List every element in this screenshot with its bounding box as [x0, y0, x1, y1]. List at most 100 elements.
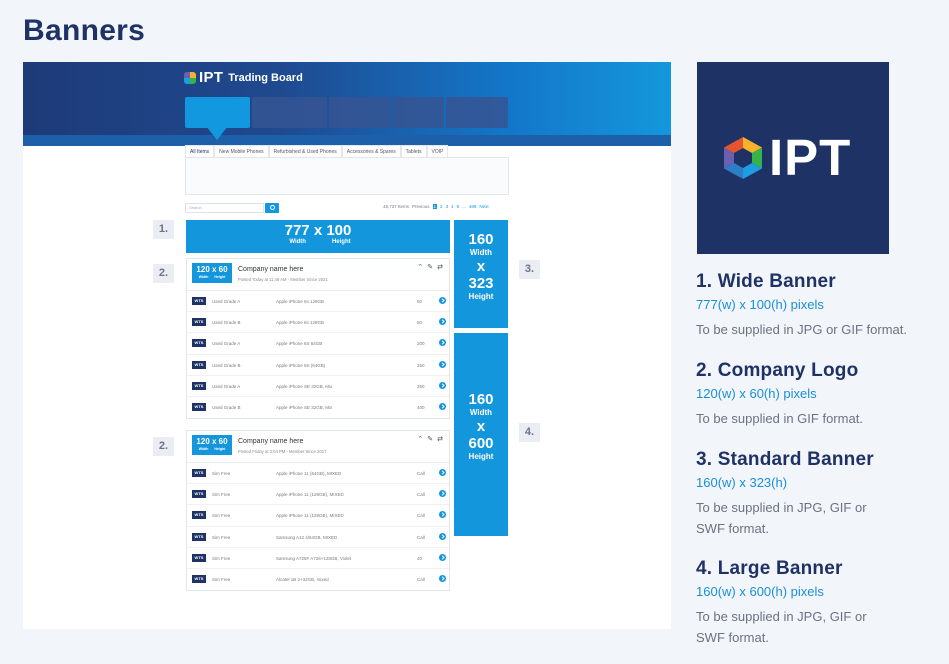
mock-board-title: Trading Board: [228, 71, 303, 84]
pagination: 48,737 Items Previous 1 2 3 4 5 ... 488 …: [383, 204, 489, 209]
condition: Used Grade B: [212, 404, 241, 410]
product: Apple iPhone SE 32GB, Mix: [276, 404, 333, 410]
quantity: 200: [417, 341, 425, 347]
callout-label-2: 2.: [153, 264, 174, 283]
product: Apple iPhone 6s 128GB: [276, 299, 325, 304]
company-meta: Posted Friday at 3:04 PM - Member Since …: [238, 449, 327, 454]
refresh-icon[interactable]: ⇄: [437, 436, 443, 443]
go-arrow-icon[interactable]: [439, 532, 446, 540]
spec-large-banner: 4. Large Banner 160(w) x 600(h) pixels T…: [696, 557, 896, 648]
go-arrow-icon[interactable]: [439, 469, 446, 476]
large-banner-height: 600: [468, 435, 494, 452]
subtab-voip[interactable]: VOIP: [426, 145, 449, 157]
listing-row[interactable]: WTS Sim Free Alcatel 1B 2+32GB, mixed Call: [187, 569, 449, 590]
mock-nav-tab[interactable]: [252, 97, 327, 128]
ipt-logo-card: IPT: [697, 62, 889, 254]
listing-row[interactable]: WTS Sim Free Apple iPhone 11 (64GB), MIXED…: [187, 463, 449, 485]
standard-banner-width: 160: [468, 231, 494, 248]
collapse-icon[interactable]: ⌃: [417, 264, 424, 271]
company-logo-height-label: Height: [214, 447, 226, 451]
condition: Sim Free: [212, 576, 231, 582]
listing-row[interactable]: WTS Used Grade B Apple iPhone 6S (64GB) 250: [187, 355, 449, 376]
subtab-panel: [185, 157, 509, 195]
subtab-accessories-spares[interactable]: Accessories & Spares: [341, 145, 401, 157]
subtab-refurbished-used[interactable]: Refurbished & Used Phones: [268, 145, 342, 157]
pager-last[interactable]: 488: [468, 204, 477, 209]
product: Apple iPhone SE 32GB, Mix: [276, 383, 333, 389]
wts-badge: WTS: [192, 553, 206, 562]
pager-page[interactable]: 2: [440, 204, 443, 209]
mock-nav-tab[interactable]: [393, 97, 444, 128]
company-meta: Posted Today at 11:46 AM - Member Since …: [238, 277, 328, 282]
quantity: Call: [417, 534, 425, 540]
pager-page[interactable]: 1: [432, 204, 438, 209]
company-logo-size: 120 x 60: [196, 265, 228, 274]
item-count: 48,737 Items: [383, 204, 410, 209]
pager-page[interactable]: 5: [456, 204, 460, 209]
quantity: Call: [417, 576, 425, 582]
mock-nav-tab-active[interactable]: [185, 97, 250, 128]
spec-note: To be supplied in JPG, GIF or SWF format…: [696, 500, 867, 536]
listing-row[interactable]: WTS Sim Free Samsung A12 4/64GB, MIXED Call: [187, 527, 449, 548]
company-name[interactable]: Company name here: [238, 266, 304, 273]
quantity: 400: [417, 404, 425, 410]
search-input[interactable]: Search: [185, 203, 264, 213]
go-arrow-icon[interactable]: [439, 402, 446, 410]
go-arrow-icon[interactable]: [439, 381, 446, 389]
condition: Sim Free: [212, 492, 231, 498]
listing-row[interactable]: WTS Used Grade B Apple iPhone SE 32GB, Mix…: [187, 397, 449, 418]
go-arrow-icon[interactable]: [439, 360, 446, 368]
listing-row[interactable]: WTS Used Grade A Apple iPhone 6S 64GB 200: [187, 333, 449, 355]
mock-nav-tab[interactable]: [329, 97, 391, 128]
company-name[interactable]: Company name here: [238, 438, 304, 445]
spec-note: To be supplied in GIF format.: [696, 411, 863, 426]
large-banner-width: 160: [468, 391, 494, 408]
quantity: 250: [417, 362, 425, 368]
go-arrow-icon[interactable]: [439, 490, 446, 498]
go-arrow-icon[interactable]: [439, 553, 446, 561]
listing-row[interactable]: WTS Used Grade A Apple iPhone 6s 128GB 50: [187, 291, 449, 313]
ipt-cube-icon: [724, 137, 762, 179]
listing-row[interactable]: WTS Used Grade B Apple iPhone 6s 128GB 50: [187, 312, 449, 334]
subtab-all-items[interactable]: All Items: [185, 145, 215, 157]
trading-board-mockup: IPT Trading Board All Items New Mobile P…: [23, 62, 671, 629]
company-logo-width-label: Width: [198, 447, 209, 451]
wts-badge: WTS: [192, 574, 206, 583]
pager-next[interactable]: Next: [479, 204, 489, 209]
wts-badge: WTS: [192, 381, 206, 390]
go-arrow-icon[interactable]: [439, 574, 446, 582]
edit-icon[interactable]: ✎: [427, 264, 434, 271]
subtab-new-mobile-phones[interactable]: New Mobile Phones: [214, 145, 269, 157]
collapse-icon[interactable]: ⌃: [417, 436, 424, 443]
subtab-tablets[interactable]: Tablets: [400, 145, 427, 157]
listing-row[interactable]: WTS Sim Free Apple iPhone 11 (128GB), MIXE…: [187, 484, 449, 506]
spec-note: To be supplied in JPG, GIF or SWF format…: [696, 609, 867, 645]
spec-note: To be supplied in JPG or GIF format.: [696, 322, 907, 337]
company-logo-height-label: Height: [214, 275, 226, 279]
wts-badge: WTS: [192, 532, 206, 541]
spec-dimensions: 120(w) x 60(h) pixels: [696, 386, 817, 401]
company-listing: 120 x 60 Width Height Company name here …: [186, 430, 450, 592]
listing-row[interactable]: WTS Used Grade A Apple iPhone SE 32GB, Mix…: [187, 376, 449, 397]
pager-previous[interactable]: Previous: [412, 204, 430, 209]
pager-page[interactable]: 4: [451, 204, 454, 209]
refresh-icon[interactable]: ⇄: [437, 264, 443, 271]
condition: Used Grade A: [212, 341, 241, 347]
tab-pointer: [206, 126, 228, 140]
standard-banner-width-label: Width: [469, 248, 493, 257]
category-subtabs: All Items New Mobile Phones Refurbished …: [185, 145, 509, 157]
pager-page[interactable]: 3: [445, 204, 449, 209]
search-button[interactable]: [265, 203, 279, 213]
edit-icon[interactable]: ✎: [427, 436, 434, 443]
listing-row[interactable]: WTS Sim Free Samsung A725F A726+128GB, Vio…: [187, 548, 449, 569]
go-arrow-icon[interactable]: [439, 318, 446, 326]
page-title: Banners: [23, 14, 146, 47]
go-arrow-icon[interactable]: [439, 339, 446, 347]
listing-row[interactable]: WTS Sim Free Apple iPhone 11 (128GB), MIXE…: [187, 505, 449, 527]
quantity: 50: [417, 299, 423, 304]
product: Apple iPhone 11 (128GB), MIXED: [276, 513, 344, 519]
go-arrow-icon[interactable]: [439, 511, 446, 519]
mock-nav-tab[interactable]: [446, 97, 508, 128]
callout-label-3: 3.: [519, 260, 540, 279]
go-arrow-icon[interactable]: [439, 297, 446, 304]
